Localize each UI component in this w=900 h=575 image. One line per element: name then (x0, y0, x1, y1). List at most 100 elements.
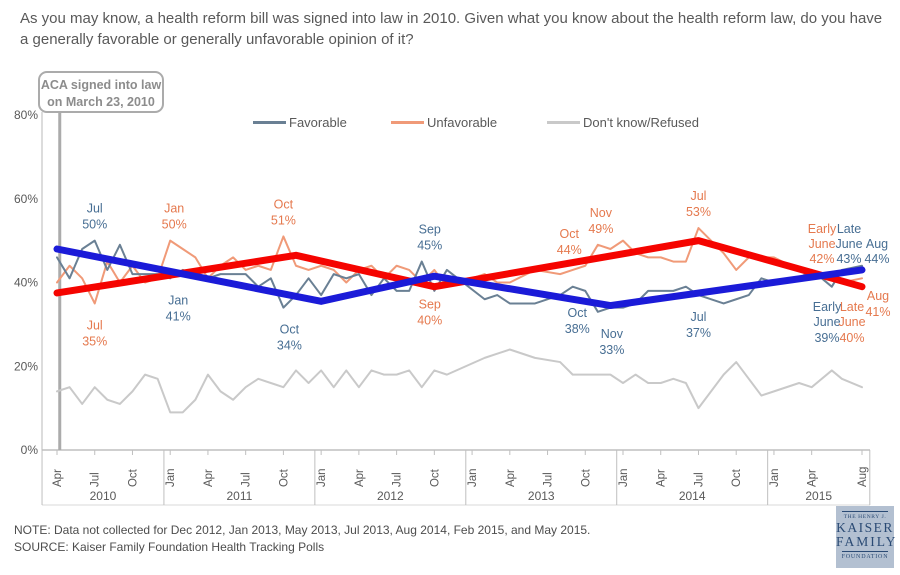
aca-annotation-line1: ACA signed into law (40, 78, 162, 92)
callout-favorable-label: Nov (601, 327, 624, 341)
legend-item-unfavorable: Unfavorable (391, 114, 497, 130)
callout-favorable-label: 38% (565, 322, 590, 336)
callout-unfavorable-label: June (808, 237, 835, 251)
legend-label-unfavorable: Unfavorable (427, 115, 498, 131)
callout-favorable-label: 44% (864, 252, 889, 266)
x-tick-label: Jul (693, 472, 705, 487)
callout-unfavorable-label: 53% (686, 205, 711, 219)
legend-label-dont-know: Don't know/Refused (583, 115, 699, 131)
logo-line-henry-j: THE HENRY J. (843, 514, 887, 520)
legend-item-dont-know: Don't know/Refused (547, 114, 699, 130)
year-label: 2013 (528, 489, 555, 503)
source-text: SOURCE: Kaiser Family Foundation Health … (14, 540, 325, 554)
callout-favorable-label: Late (837, 222, 861, 236)
x-tick-label: Apr (354, 469, 366, 487)
callout-unfavorable-label: Oct (560, 227, 580, 241)
y-tick-label: 60% (14, 192, 38, 206)
x-tick-label: Apr (656, 469, 668, 487)
y-tick-label: 20% (14, 359, 38, 373)
legend-label-favorable: Favorable (289, 115, 347, 131)
x-tick-label: Jan (769, 468, 781, 487)
callout-unfavorable-label: 42% (809, 252, 834, 266)
logo-line-foundation: FOUNDATION (841, 554, 889, 560)
x-tick-label: Jan (618, 468, 630, 487)
callout-unfavorable-label: 51% (271, 213, 296, 227)
callout-unfavorable-label: Early (808, 222, 837, 236)
callout-unfavorable-label: 40% (417, 314, 442, 328)
logo-line-family: FAMILY (836, 534, 898, 549)
x-tick-label: Oct (127, 468, 139, 487)
callout-favorable-label: Jan (168, 293, 188, 307)
x-tick-label: Jul (543, 472, 555, 487)
favorable-line-swatch (253, 121, 286, 125)
x-tick-label: Oct (731, 468, 743, 487)
unfavorable-trend-line (53, 237, 866, 297)
x-tick-label: Apr (52, 469, 64, 487)
callout-unfavorable-label: Sep (419, 298, 441, 312)
callout-favorable-label: 33% (599, 343, 624, 357)
dont-know-line-swatch (547, 121, 580, 125)
callout-unfavorable-label: 35% (82, 334, 107, 348)
series-line-unfavorable (56, 227, 863, 305)
callout-favorable-label: Sep (419, 223, 441, 237)
callout-favorable-label: June (813, 315, 840, 329)
favorable-trend-line (53, 245, 866, 310)
callout-favorable-label: 41% (166, 309, 191, 323)
callout-favorable-label: Early (813, 300, 842, 314)
year-label: 2011 (226, 489, 252, 503)
callout-unfavorable-label: Nov (590, 206, 613, 220)
callout-favorable-label: 37% (686, 326, 711, 340)
callout-unfavorable-label: Jan (164, 202, 184, 216)
logo-line-kaiser: KAISER (836, 520, 894, 535)
aca-annotation-box: ACA signed into law on March 23, 2010 (38, 71, 164, 113)
legend-item-favorable: Favorable (253, 114, 347, 130)
x-tick-label: Jan (165, 468, 177, 487)
y-tick-label: 40% (14, 276, 38, 290)
callout-unfavorable-label: Aug (867, 289, 889, 303)
x-tick-label: Apr (203, 469, 215, 487)
callout-unfavorable-label: Late (840, 300, 864, 314)
x-tick-label: Oct (580, 468, 592, 487)
x-tick-label: Jul (241, 472, 253, 487)
x-tick-label: Jul (90, 472, 102, 487)
year-label: 2012 (377, 489, 404, 503)
x-tick-label: Jan (467, 468, 479, 487)
aca-annotation-line2: on March 23, 2010 (47, 95, 155, 109)
series-line-don-t-know-refused (56, 348, 863, 414)
callout-unfavorable-label: 41% (865, 305, 890, 319)
x-tick-label: Jul (392, 472, 404, 487)
year-label: 2015 (805, 489, 832, 503)
callout-unfavorable-label: Jul (690, 189, 706, 203)
callout-favorable-label: 39% (814, 331, 839, 345)
callout-unfavorable-label: 40% (839, 331, 864, 345)
callout-favorable-label: June (835, 237, 862, 251)
page-title: As you may know, a health reform bill wa… (20, 10, 883, 48)
callout-favorable-label: 50% (82, 218, 107, 232)
callout-favorable-label: Aug (866, 237, 888, 251)
kff-foundation-logo: THE HENRY J. KAISER FAMILY FOUNDATION (836, 506, 898, 568)
callout-unfavorable-label: June (838, 315, 865, 329)
logo-rule-bottom (842, 551, 888, 552)
x-tick-label: Oct (278, 468, 290, 487)
y-tick-label: 0% (21, 443, 39, 457)
callout-favorable-label: Jul (87, 202, 103, 216)
unfavorable-line-swatch (391, 121, 424, 125)
year-label: 2014 (679, 489, 706, 503)
x-tick-label: Jan (316, 468, 328, 487)
callout-favorable-label: 43% (836, 252, 861, 266)
logo-rule-top (842, 511, 888, 512)
note-text: NOTE: Data not collected for Dec 2012, J… (14, 523, 591, 537)
year-label: 2010 (90, 489, 117, 503)
callout-unfavorable-label: 44% (557, 243, 582, 257)
callout-unfavorable-label: 49% (588, 222, 613, 236)
callout-unfavorable-label: Jul (87, 318, 103, 332)
x-tick-label: Apr (505, 469, 517, 487)
callout-favorable-label: 45% (417, 239, 442, 253)
x-tick-label: Oct (429, 468, 441, 487)
callout-favorable-label: Oct (568, 306, 588, 320)
x-tick-label: Apr (807, 469, 819, 487)
callout-unfavorable-label: Oct (274, 197, 294, 211)
callout-favorable-label: Jul (690, 310, 706, 324)
